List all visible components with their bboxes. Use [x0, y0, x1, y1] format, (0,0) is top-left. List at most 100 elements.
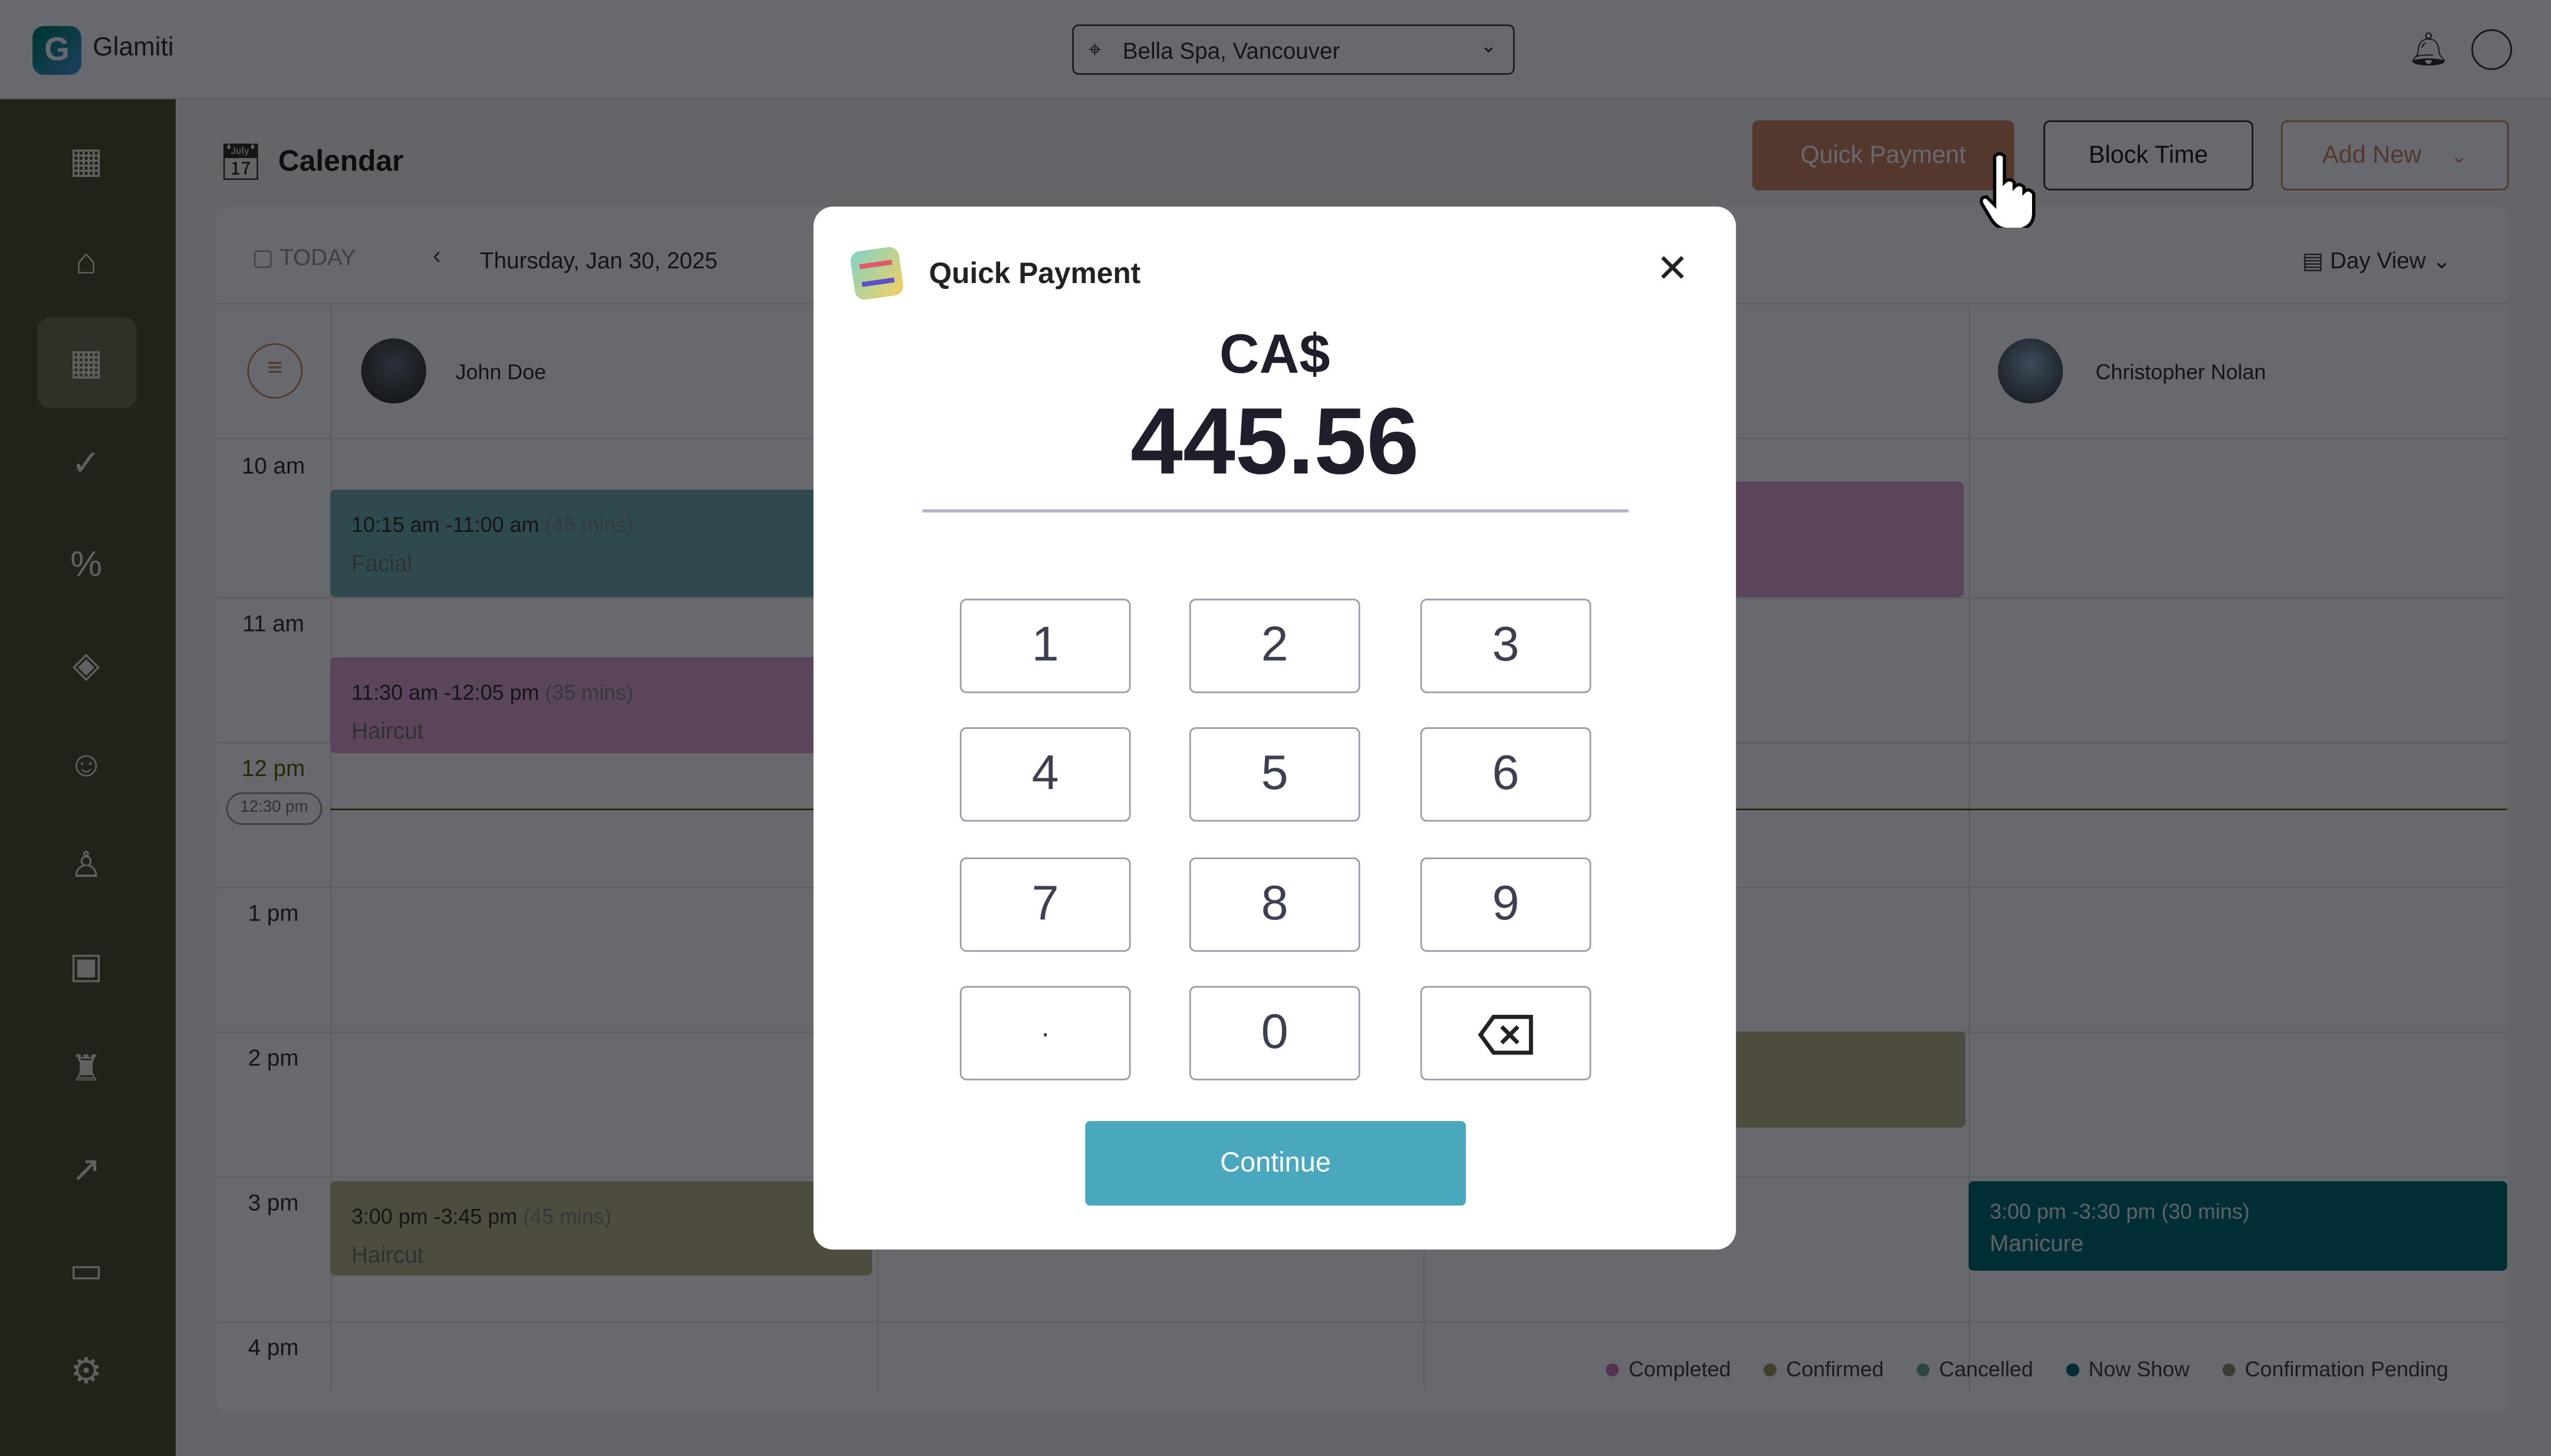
calendar-icon: 📅︎ — [218, 142, 264, 183]
sidebar-settings-icon[interactable]: ⚙ — [70, 1350, 103, 1391]
hour-line — [216, 1321, 2507, 1323]
top-bar: G Glamiti ⌖ Bella Spa, Vancouver ⌄ 🔔︎ — [0, 0, 2551, 100]
chevron-down-icon: ⌄ — [2451, 144, 2468, 168]
add-new-button[interactable]: Add New ⌄ — [2281, 120, 2509, 190]
current-time-badge: 12:30 pm — [226, 792, 323, 825]
appointment-service: Manicure — [1990, 1230, 2084, 1256]
staff-name: John Doe — [455, 359, 547, 384]
appointment-block[interactable]: 11:30 am -12:05 pm (35 mins) Haircut — [330, 657, 872, 754]
keypad-key[interactable]: 9 — [1420, 857, 1592, 952]
filter-icon[interactable]: ≡ — [247, 343, 303, 399]
keypad-key[interactable]: 8 — [1189, 857, 1360, 952]
current-date: Thursday, Jan 30, 2025 — [479, 247, 718, 274]
sidebar-offers-icon[interactable]: % — [70, 543, 103, 584]
appointment-time: 3:00 pm -3:30 pm (30 mins) — [1990, 1199, 2250, 1224]
legend-item: Completed — [1606, 1357, 1731, 1381]
keypad-key[interactable]: · — [959, 985, 1131, 1080]
location-select[interactable]: ⌖ Bella Spa, Vancouver ⌄ — [1072, 24, 1515, 75]
sidebar-dashboard-icon[interactable]: ▦ — [69, 140, 103, 181]
backspace-icon — [1477, 1014, 1533, 1055]
legend-item: Now Show — [2066, 1357, 2190, 1381]
today-label: TODAY — [280, 244, 356, 270]
page-title: Calendar — [278, 144, 404, 178]
hour-label: 2 pm — [248, 1044, 299, 1071]
legend-item: Cancelled — [1916, 1357, 2033, 1381]
amount-display[interactable]: 445.56 — [1130, 389, 1419, 495]
today-button[interactable]: ▢ TODAY — [252, 244, 356, 270]
sidebar-active-highlight — [37, 317, 137, 409]
status-legend: Completed Confirmed Cancelled Now Show Confi… — [1606, 1357, 2448, 1381]
hour-label: 10 am — [241, 452, 305, 479]
sidebar-calendar-icon[interactable]: ▦ — [69, 341, 103, 383]
keypad-key[interactable]: 4 — [959, 727, 1131, 822]
legend-dot — [2222, 1363, 2236, 1377]
legend-dot — [1916, 1363, 1929, 1377]
staff-name: Christopher Nolan — [2095, 359, 2266, 384]
appointment-block[interactable]: 3:00 pm -3:45 pm (45 mins) Haircut — [330, 1181, 872, 1276]
add-new-label: Add New — [2322, 142, 2422, 169]
location-pin-icon: ⌖ — [1088, 35, 1102, 62]
legend-label: Now Show — [2088, 1357, 2190, 1382]
chevron-down-icon: ⌄ — [1480, 34, 1497, 57]
legend-label: Cancelled — [1939, 1357, 2033, 1382]
keypad-key[interactable]: 1 — [959, 599, 1131, 694]
sidebar-clients-icon[interactable]: ☺ — [68, 743, 105, 784]
column-divider — [1968, 304, 1971, 1391]
staff-header: ≡ John Doe Christopher Nolan — [216, 304, 2507, 439]
appointment-service: Haircut — [351, 717, 424, 744]
hour-label: 1 pm — [248, 899, 299, 926]
keypad-key[interactable]: 2 — [1189, 599, 1360, 694]
sidebar-staff-icon[interactable]: ♙ — [70, 844, 103, 885]
payment-card-icon — [849, 245, 905, 301]
appointment-block[interactable]: 3:00 pm -3:30 pm (30 mins) Manicure — [1968, 1181, 2507, 1271]
appointment-time: 11:30 am -12:05 pm (35 mins) — [351, 680, 633, 705]
keypad-key[interactable]: 7 — [959, 857, 1131, 952]
continue-button[interactable]: Continue — [1085, 1120, 1466, 1206]
sidebar-store-icon[interactable]: ⌂ — [75, 241, 97, 282]
sidebar-products-icon[interactable]: ♜ — [70, 1047, 103, 1089]
keypad-key[interactable]: 3 — [1420, 599, 1592, 694]
legend-dot — [1606, 1363, 1619, 1377]
close-icon[interactable]: ✕ — [1656, 247, 1689, 291]
view-select[interactable]: ▤ Day View ⌄ — [2302, 247, 2451, 274]
hour-label: 12 pm — [241, 755, 305, 781]
legend-dot — [2066, 1363, 2079, 1377]
hour-label: 4 pm — [248, 1334, 299, 1360]
sidebar-services-icon[interactable]: ◈ — [72, 644, 100, 685]
quick-payment-modal: Quick Payment ✕ CA$ 445.56 1 2 3 4 5 6 7 8 9 · 0 C… — [813, 206, 1736, 1250]
user-avatar-icon[interactable] — [2471, 29, 2512, 70]
currency-label: CA$ — [1219, 324, 1330, 386]
bell-icon[interactable]: 🔔︎ — [2408, 32, 2450, 68]
quick-payment-button[interactable]: Quick Payment — [1752, 120, 2014, 190]
column-divider — [330, 304, 332, 1391]
backspace-key[interactable] — [1420, 985, 1592, 1080]
appointment-time: 3:00 pm -3:45 pm (45 mins) — [351, 1204, 612, 1229]
keypad-key[interactable]: 0 — [1189, 985, 1360, 1080]
calendar-toolbar: ▢ TODAY ‹ Thursday, Jan 30, 2025 ▤ Day V… — [216, 206, 2507, 304]
keypad-key[interactable]: 6 — [1420, 727, 1592, 822]
avatar — [1998, 338, 2063, 404]
appointment-time: 10:15 am -11:00 am (45 mins) — [351, 512, 633, 537]
legend-item: Confirmation Pending — [2222, 1357, 2448, 1381]
sidebar-payments-icon[interactable]: ▭ — [69, 1249, 103, 1290]
view-label: Day View — [2330, 247, 2426, 274]
legend-label: Confirmed — [1786, 1357, 1884, 1382]
sidebar-appointments-icon[interactable]: ✓ — [71, 442, 101, 484]
modal-title: Quick Payment — [929, 257, 1141, 290]
logo: G — [32, 26, 81, 75]
legend-dot — [1763, 1363, 1777, 1377]
keypad-key[interactable]: 5 — [1189, 727, 1360, 822]
appointment-block[interactable]: 10:15 am -11:00 am (45 mins) Facial — [330, 489, 872, 597]
avatar — [361, 338, 426, 404]
legend-label: Completed — [1628, 1357, 1731, 1382]
appointment-service: Facial — [351, 550, 413, 576]
brand-name: Glamiti — [93, 34, 174, 62]
block-time-button[interactable]: Block Time — [2043, 120, 2254, 190]
amount-underline — [922, 509, 1629, 513]
sidebar-reports-icon[interactable]: ↗ — [71, 1148, 101, 1189]
appointment-service: Haircut — [351, 1241, 424, 1268]
prev-day-icon[interactable]: ‹ — [432, 242, 441, 270]
legend-item: Confirmed — [1763, 1357, 1883, 1381]
sidebar-wallet-icon[interactable]: ▣ — [69, 945, 103, 986]
